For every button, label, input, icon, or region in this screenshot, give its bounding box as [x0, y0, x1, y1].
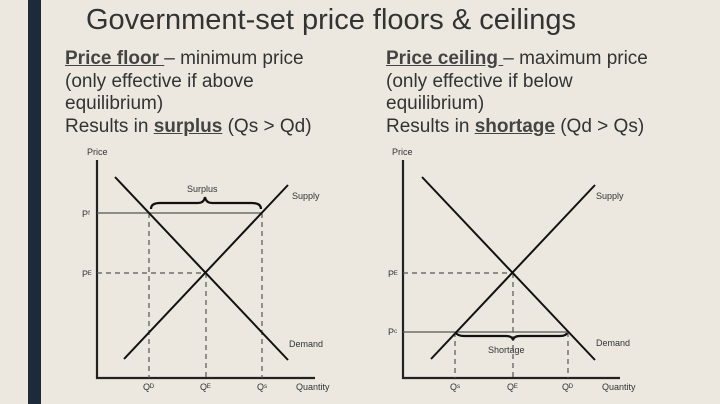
- demand-curve: [421, 176, 596, 361]
- floor-term: Price floor: [65, 48, 165, 69]
- axes: [95, 160, 315, 380]
- pc-label: Pᶜ: [388, 327, 397, 337]
- ceiling-line2: (only effective if below: [386, 70, 573, 92]
- surplus-brace: [149, 196, 263, 210]
- supply-label: Supply: [292, 191, 320, 201]
- shortage-label: Shortage: [488, 345, 525, 355]
- price-ceiling-text: Price ceiling – maximum price (only effe…: [386, 48, 648, 138]
- floor-definition: – minimum price: [164, 48, 304, 69]
- floor-result-term: surplus: [153, 115, 223, 137]
- price-floor-text: Price floor – minimum price (only effect…: [65, 48, 312, 138]
- axes: [401, 160, 620, 380]
- ceiling-term: Price ceiling: [386, 48, 504, 69]
- y-axis-label: Price: [392, 147, 413, 157]
- pf-label: Pᶠ: [82, 209, 90, 219]
- floor-line3: equilibrium): [65, 93, 164, 114]
- ceiling-result-prefix: Results in: [386, 115, 475, 137]
- supply-curve: [123, 184, 289, 360]
- supply-curve: [430, 184, 596, 360]
- qs-label: Qˢ: [257, 382, 267, 392]
- qe-label: Qᴱ: [200, 382, 211, 392]
- supply-label: Supply: [596, 191, 624, 201]
- ceiling-line3: equilibrium): [386, 93, 485, 114]
- demand-label: Demand: [289, 339, 323, 349]
- qd-label: Qᴰ: [143, 382, 154, 392]
- x-axis-label: Quantity: [296, 382, 330, 392]
- ceiling-result-suffix: (Qd > Qs): [554, 115, 645, 137]
- pe-label: Pᴱ: [388, 269, 398, 279]
- pe-label: Pᴱ: [82, 269, 92, 279]
- surplus-label: Surplus: [187, 184, 218, 194]
- demand-label: Demand: [596, 338, 630, 348]
- ceiling-definition: – maximum price: [503, 48, 648, 69]
- price-floor-diagram: Price Surplus Supply Demand Pᶠ Pᴱ Qᴰ Qᴱ …: [82, 147, 330, 392]
- slide-title: Government-set price floors & ceilings: [86, 4, 576, 36]
- qs-label: Qˢ: [450, 382, 460, 392]
- accent-bar: [28, 0, 41, 404]
- floor-line2: (only effective if above: [65, 70, 254, 92]
- y-axis-label: Price: [87, 147, 108, 157]
- floor-result-suffix: (Qs > Qd): [222, 115, 312, 137]
- qe-label: Qᴱ: [507, 382, 518, 392]
- price-ceiling-diagram: Price Shortage Supply Demand Pᴱ Pᶜ Qˢ Qᴱ…: [388, 147, 636, 392]
- demand-curve: [114, 176, 289, 361]
- x-axis-label: Quantity: [602, 382, 636, 392]
- ceiling-result-term: shortage: [474, 115, 555, 137]
- floor-result-prefix: Results in: [65, 115, 154, 137]
- qd-label: Qᴰ: [562, 382, 573, 392]
- shortage-brace: [455, 332, 569, 341]
